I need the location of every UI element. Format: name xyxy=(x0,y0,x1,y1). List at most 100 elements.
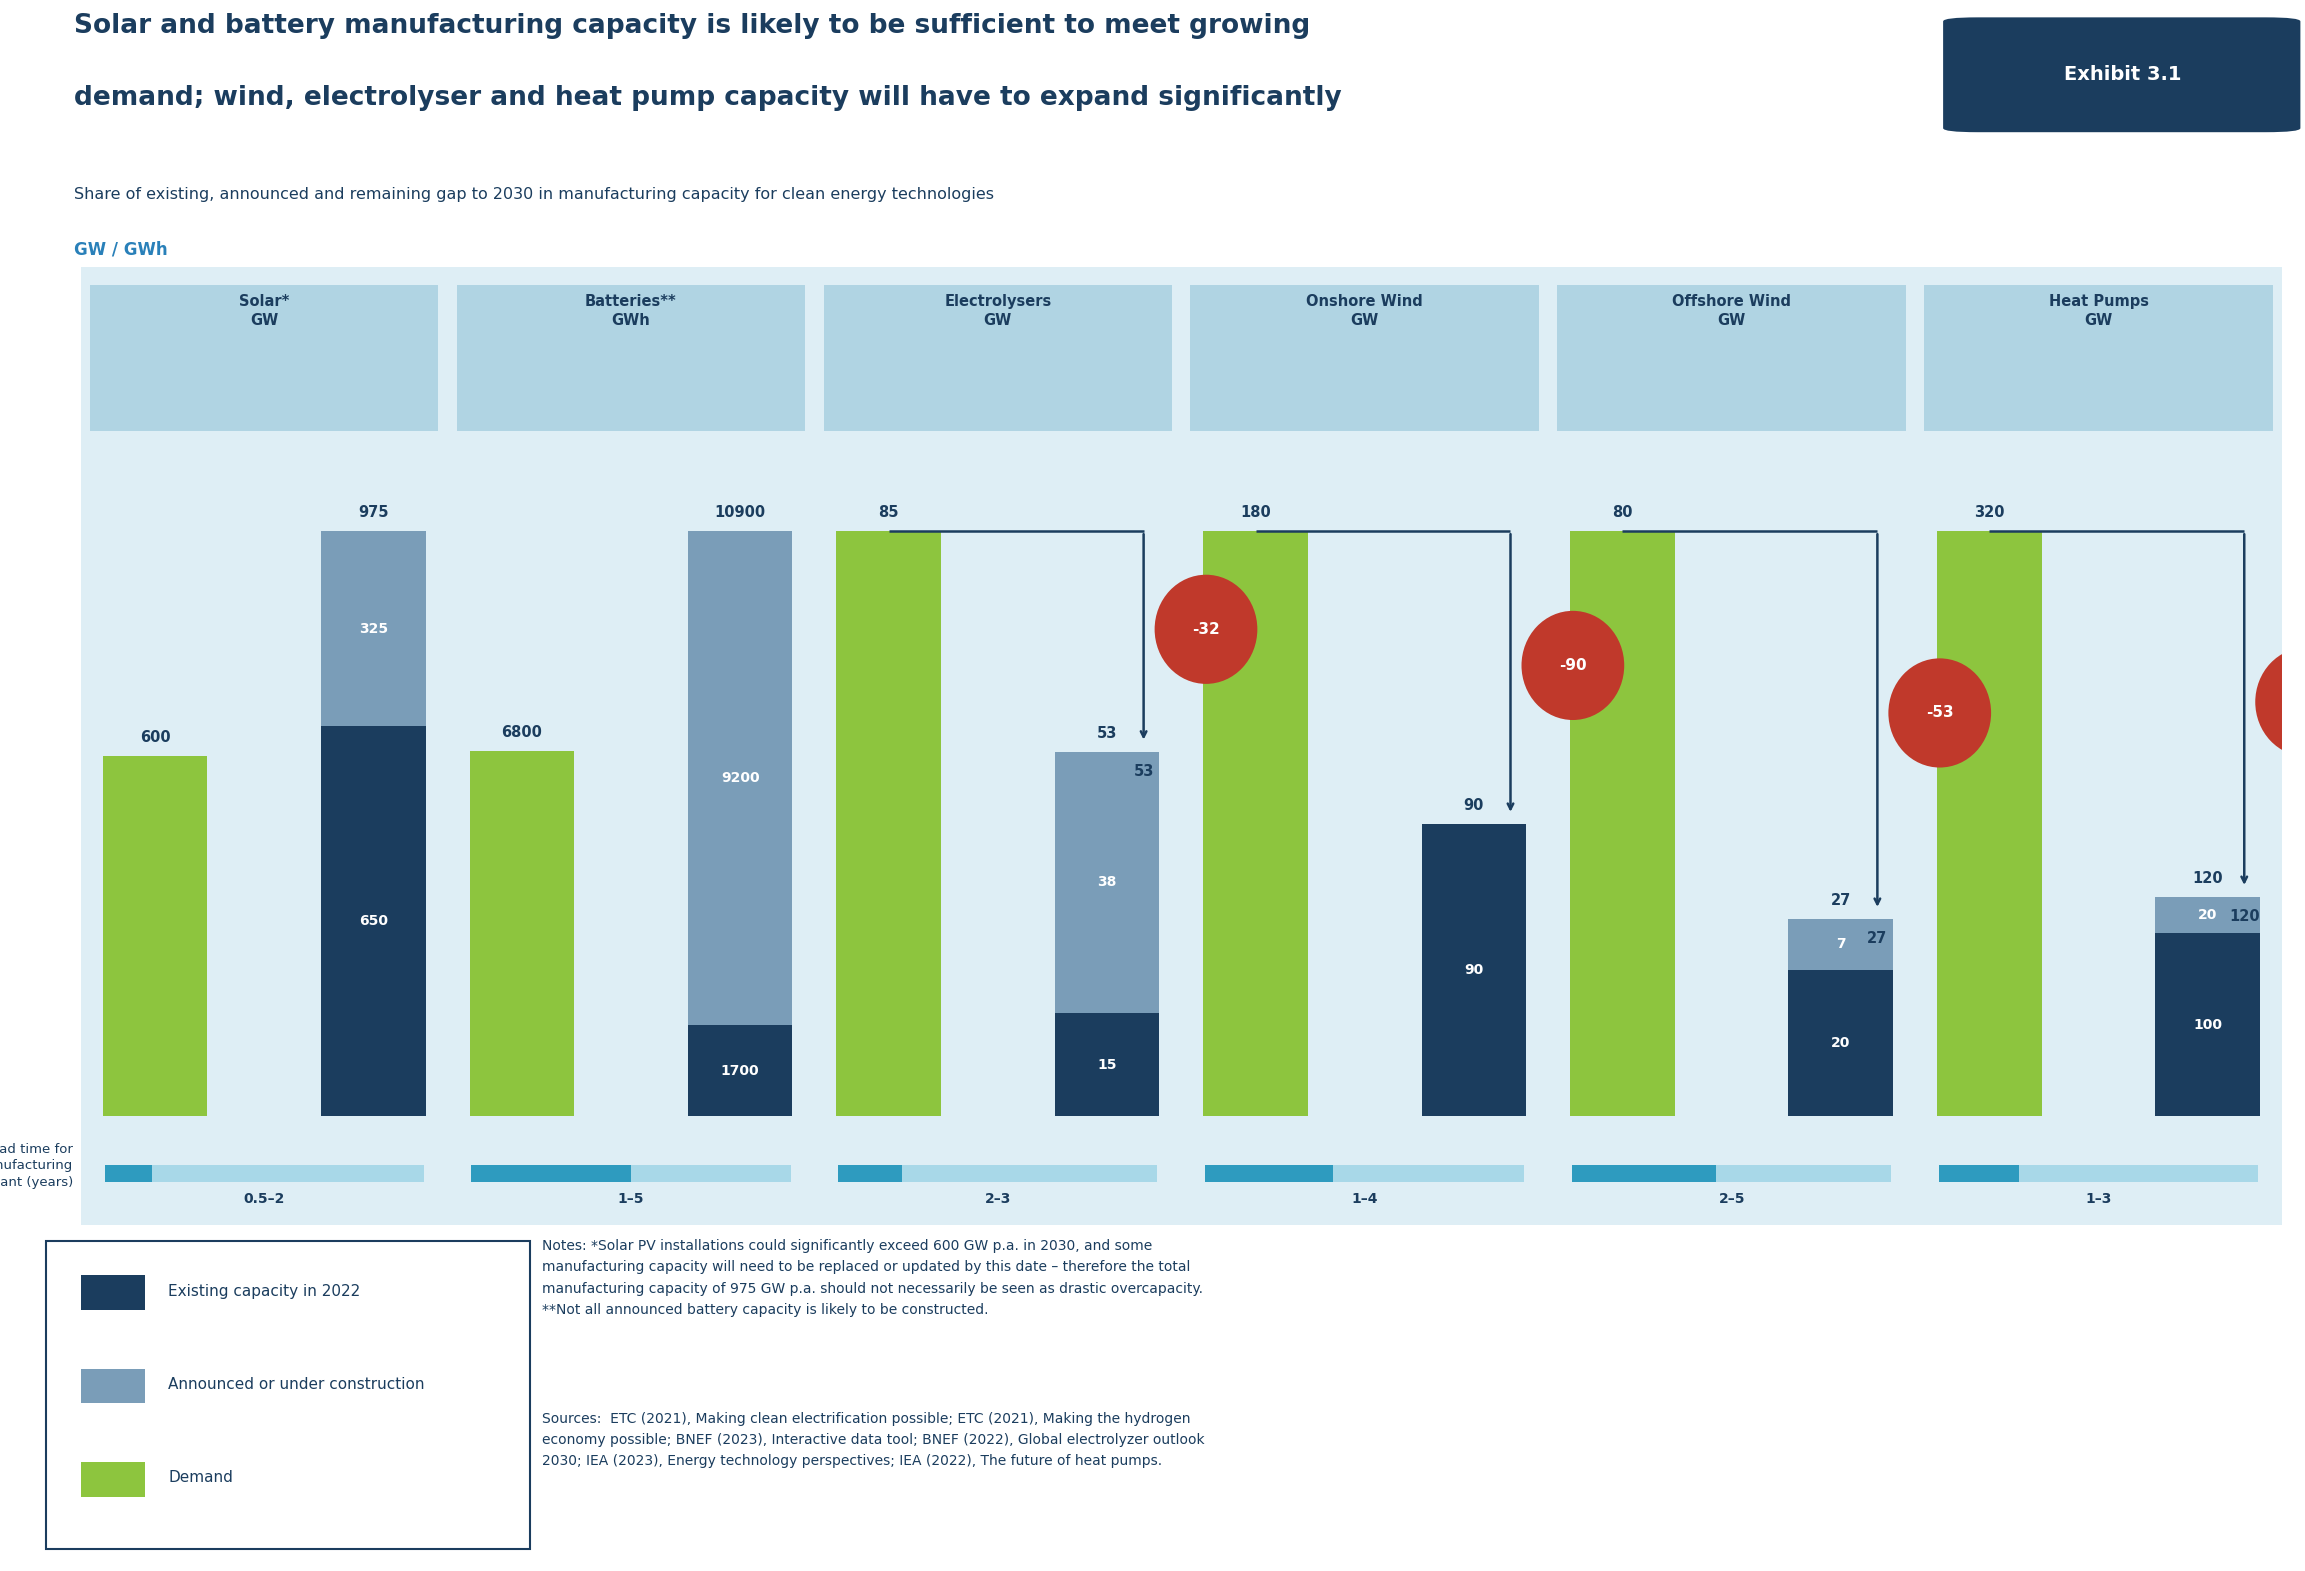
Text: 90: 90 xyxy=(1464,963,1484,977)
Text: 6800: 6800 xyxy=(502,726,542,740)
Bar xyxy=(104,1166,424,1183)
Bar xyxy=(1189,286,1540,430)
Bar xyxy=(1939,1166,2019,1183)
Bar xyxy=(1189,352,1540,1202)
Text: Lead time for
manufacturing
plant (years): Lead time for manufacturing plant (years… xyxy=(0,1144,74,1189)
Ellipse shape xyxy=(2254,647,2305,757)
Ellipse shape xyxy=(1521,611,1625,720)
Bar xyxy=(320,726,426,1117)
Bar xyxy=(687,1024,793,1117)
Text: 1700: 1700 xyxy=(721,1064,758,1078)
Text: 650: 650 xyxy=(360,914,387,928)
Text: Onshore Wind
GW: Onshore Wind GW xyxy=(1307,294,1422,328)
Bar xyxy=(837,531,940,1117)
Bar xyxy=(1203,531,1307,1117)
Bar xyxy=(823,352,1173,1202)
Bar xyxy=(1056,1013,1159,1117)
Text: Announced or under construction: Announced or under construction xyxy=(168,1376,424,1392)
Bar xyxy=(823,286,1173,430)
Text: Offshore Wind
GW: Offshore Wind GW xyxy=(1671,294,1791,328)
Bar xyxy=(1056,751,1159,1013)
Bar xyxy=(473,1166,791,1183)
Bar xyxy=(1206,1166,1332,1183)
Bar xyxy=(320,531,426,726)
Text: Share of existing, announced and remaining gap to 2030 in manufacturing capacity: Share of existing, announced and remaini… xyxy=(74,187,993,203)
Text: 27: 27 xyxy=(1830,892,1851,908)
Bar xyxy=(1572,1166,1715,1183)
Text: 90: 90 xyxy=(1464,798,1484,812)
Text: 38: 38 xyxy=(1097,875,1116,889)
FancyBboxPatch shape xyxy=(1943,17,2300,132)
Text: 0.5–2: 0.5–2 xyxy=(244,1192,286,1207)
Bar xyxy=(1789,969,1892,1117)
Text: 320: 320 xyxy=(1973,506,2005,520)
Text: 325: 325 xyxy=(360,622,387,636)
Bar xyxy=(2155,897,2259,933)
Text: 120: 120 xyxy=(2192,870,2222,886)
Text: 10900: 10900 xyxy=(715,506,765,520)
Text: 180: 180 xyxy=(1240,506,1270,520)
Bar xyxy=(81,1276,145,1310)
Bar xyxy=(1558,286,1906,430)
Bar xyxy=(90,286,438,430)
Text: 975: 975 xyxy=(357,506,390,520)
Bar xyxy=(456,352,804,1202)
Bar xyxy=(1572,1166,1890,1183)
Bar xyxy=(1925,286,2273,430)
Text: 53: 53 xyxy=(1134,764,1155,779)
Text: 1–5: 1–5 xyxy=(618,1192,643,1207)
Bar xyxy=(456,286,804,430)
Text: Batteries**
GWh: Batteries** GWh xyxy=(585,294,678,328)
Text: 2–5: 2–5 xyxy=(1720,1192,1745,1207)
Bar xyxy=(1939,1166,2259,1183)
Bar xyxy=(104,1166,152,1183)
Text: demand; wind, electrolyser and heat pump capacity will have to expand significan: demand; wind, electrolyser and heat pump… xyxy=(74,85,1342,112)
Text: Heat Pumps
GW: Heat Pumps GW xyxy=(2049,294,2148,328)
Ellipse shape xyxy=(1155,575,1256,683)
Bar xyxy=(1206,1166,1524,1183)
Bar xyxy=(1570,531,1676,1117)
Text: Existing capacity in 2022: Existing capacity in 2022 xyxy=(168,1284,360,1299)
Text: Demand: Demand xyxy=(168,1470,233,1485)
Text: 27: 27 xyxy=(1867,932,1888,946)
Text: 20: 20 xyxy=(1830,1037,1851,1049)
Bar xyxy=(839,1166,1157,1183)
Text: 85: 85 xyxy=(878,506,899,520)
Text: Solar*
GW: Solar* GW xyxy=(240,294,290,328)
Bar xyxy=(473,1166,632,1183)
Text: Solar and battery manufacturing capacity is likely to be sufficient to meet grow: Solar and battery manufacturing capacity… xyxy=(74,14,1309,39)
Text: 15: 15 xyxy=(1097,1057,1116,1071)
Bar xyxy=(1936,531,2042,1117)
Bar xyxy=(839,1166,901,1183)
Bar xyxy=(104,756,207,1117)
Bar xyxy=(81,1463,145,1497)
Bar xyxy=(81,1368,145,1403)
Bar xyxy=(90,352,438,1202)
Text: 1–4: 1–4 xyxy=(1351,1192,1378,1207)
FancyBboxPatch shape xyxy=(46,1241,530,1549)
Text: 90: 90 xyxy=(1501,836,1521,851)
Text: 53: 53 xyxy=(1097,726,1118,740)
Text: Notes: *Solar PV installations could significantly exceed 600 GW p.a. in 2030, a: Notes: *Solar PV installations could sig… xyxy=(542,1240,1203,1316)
Text: Exhibit 3.1: Exhibit 3.1 xyxy=(2065,66,2181,85)
Text: Electrolysers
GW: Electrolysers GW xyxy=(945,294,1051,328)
Bar xyxy=(2155,933,2259,1117)
Text: 100: 100 xyxy=(2192,1018,2222,1032)
Bar xyxy=(1789,919,1892,969)
Text: 2–3: 2–3 xyxy=(984,1192,1012,1207)
Text: -32: -32 xyxy=(1192,622,1219,636)
Text: GW / GWh: GW / GWh xyxy=(74,240,168,258)
Text: 20: 20 xyxy=(2199,908,2217,922)
Bar xyxy=(1558,352,1906,1202)
Bar xyxy=(1422,823,1526,1117)
Text: 120: 120 xyxy=(2229,910,2259,924)
Bar xyxy=(687,531,793,1024)
Text: Sources:  ETC (2021), Making clean electrification possible; ETC (2021), Making : Sources: ETC (2021), Making clean electr… xyxy=(542,1412,1203,1469)
Text: 7: 7 xyxy=(1837,938,1846,952)
Text: -90: -90 xyxy=(1558,658,1586,672)
Bar xyxy=(1925,352,2273,1202)
Text: 80: 80 xyxy=(1611,506,1632,520)
Text: -53: -53 xyxy=(1927,705,1955,721)
Text: 9200: 9200 xyxy=(721,771,758,786)
Text: 1–3: 1–3 xyxy=(2086,1192,2111,1207)
